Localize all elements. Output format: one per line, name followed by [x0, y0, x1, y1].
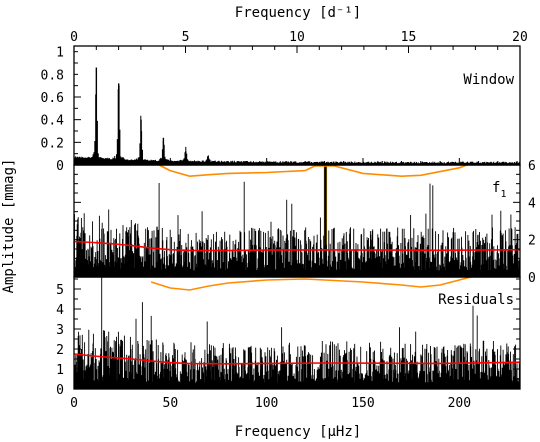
f1-amplitude-trace — [74, 181, 520, 277]
top-tick-label-5: 5 — [182, 30, 190, 45]
y-axis-title: Amplitude [mmag] — [1, 159, 17, 294]
panel-frame-2 — [73, 276, 521, 390]
y2-tick-label-4: 4 — [56, 303, 64, 318]
bottom-axis-title: Frequency [μHz] — [235, 424, 361, 440]
x-tick-label-150: 150 — [351, 396, 374, 411]
y0-tick-label-4: 0.8 — [41, 68, 64, 83]
top-tick-label-0: 0 — [70, 30, 78, 45]
x-tick-label-0: 0 — [70, 396, 78, 411]
window-trace-group — [74, 67, 520, 165]
y2-tick-label-1: 1 — [56, 363, 64, 378]
frames-layer — [73, 45, 521, 390]
top-tick-label-15: 15 — [401, 30, 417, 45]
y1-tick-label-2: 2 — [528, 234, 536, 249]
y0-tick-label-3: 0.6 — [41, 91, 64, 106]
x-tick-label-100: 100 — [255, 396, 278, 411]
y1-tick-label-4: 4 — [528, 196, 536, 211]
top-axis-title: Frequency [d⁻¹] — [235, 5, 361, 21]
traces-layer — [74, 67, 520, 389]
window-panel-label: Window — [463, 72, 514, 88]
residuals-panel-label: Residuals — [438, 292, 514, 308]
f1-noise-curve — [74, 240, 520, 252]
f1-window-curve — [158, 165, 470, 178]
y2-tick-label-3: 3 — [56, 323, 64, 338]
residuals-window-curve — [150, 277, 475, 291]
y2-tick-label-0: 0 — [56, 383, 64, 398]
y2-tick-label-2: 2 — [56, 343, 64, 358]
top-tick-label-10: 10 — [289, 30, 305, 45]
residuals-amplitude-trace — [74, 277, 520, 389]
y1-tick-label-6: 6 — [528, 159, 536, 174]
x-tick-label-200: 200 — [448, 396, 471, 411]
f1-label-base: f — [492, 180, 500, 196]
f1-panel-label: f1 — [492, 180, 506, 200]
y0-tick-label-2: 0.4 — [41, 114, 65, 129]
y1-tick-label-0: 0 — [528, 271, 536, 286]
f1-label-subscript: 1 — [500, 189, 506, 200]
top-tick-label-20: 20 — [512, 30, 528, 45]
residuals-trace-group — [74, 277, 520, 389]
f1-trace-group — [74, 165, 520, 277]
y0-tick-label-0: 0 — [56, 159, 64, 174]
residuals-noise-curve — [74, 353, 520, 365]
y2-tick-label-5: 5 — [56, 283, 64, 298]
x-tick-label-50: 50 — [163, 396, 179, 411]
y0-tick-label-1: 0.2 — [41, 136, 64, 151]
y0-tick-label-5: 1 — [56, 46, 64, 61]
